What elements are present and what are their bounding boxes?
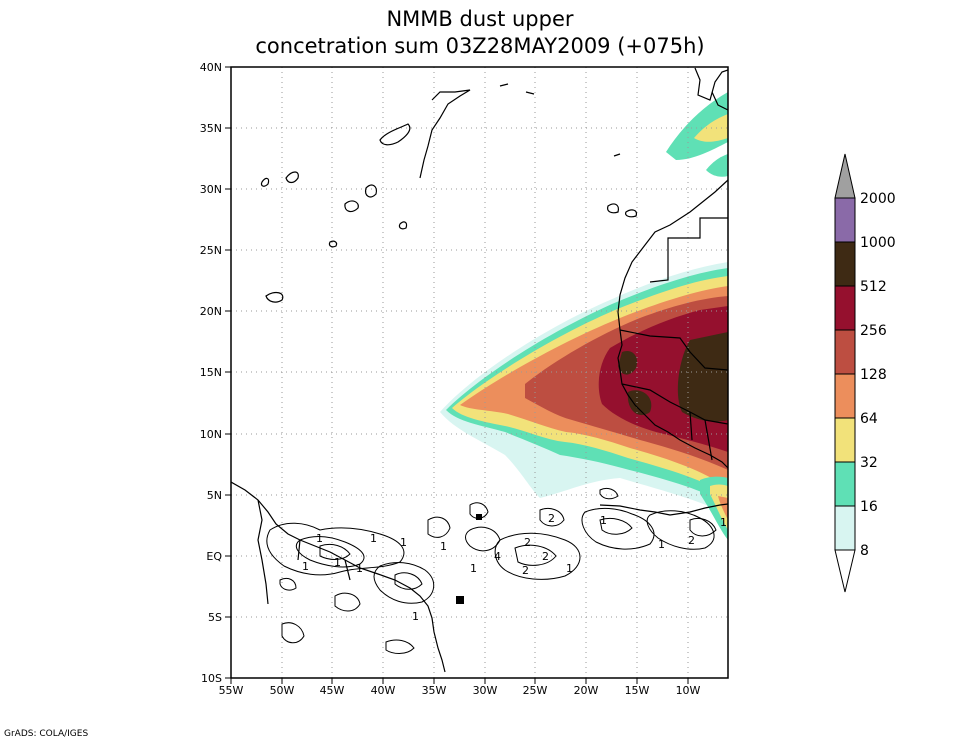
contour-label: 2 bbox=[688, 534, 695, 547]
lon-label: 35W bbox=[422, 684, 447, 697]
colorbar-top-arrow bbox=[834, 153, 856, 199]
map-title-line1: NMMB dust upper bbox=[386, 7, 573, 31]
lon-label: 50W bbox=[270, 684, 295, 697]
lon-label: 40W bbox=[371, 684, 396, 697]
lat-label: 30N bbox=[200, 183, 222, 196]
coastlines bbox=[231, 67, 728, 673]
colorbar-bin-1000 bbox=[834, 241, 856, 287]
lat-label: 40N bbox=[200, 61, 222, 74]
colorbar-label: 2000 bbox=[860, 191, 896, 207]
contour-value-labels: 1 1 1 1 1 2 2 2 4 1 1 1 2 1 1 1 2 1 1 bbox=[302, 512, 727, 623]
lat-label: 20N bbox=[200, 305, 222, 318]
colorbar-label: 128 bbox=[860, 367, 887, 383]
lat-label: EQ bbox=[206, 550, 222, 563]
contour-label: 1 bbox=[400, 536, 407, 549]
contour-label: 1 bbox=[566, 562, 573, 575]
colorbar-label: 256 bbox=[860, 323, 887, 339]
colorbar-bottom-arrow bbox=[834, 549, 856, 593]
contour-label: 1 bbox=[302, 560, 309, 573]
contour-label: 1 bbox=[356, 562, 363, 575]
dust-shading bbox=[440, 92, 728, 540]
map-grid bbox=[231, 67, 728, 678]
axis-ticks bbox=[225, 66, 689, 684]
contour-label: 2 bbox=[542, 550, 549, 563]
colorbar-bin-32 bbox=[834, 461, 856, 507]
contour-label: 1 bbox=[600, 514, 607, 527]
contour-label: 1 bbox=[370, 532, 377, 545]
marker-square bbox=[456, 596, 464, 604]
contour-label: 1 bbox=[440, 540, 447, 553]
lon-label: 30W bbox=[473, 684, 498, 697]
lon-label: 10W bbox=[676, 684, 701, 697]
latitude-labels: 40N 35N 30N 25N 20N 15N 10N 5N EQ 5S 10S bbox=[200, 61, 223, 685]
dust-band-512 bbox=[677, 332, 728, 422]
colorbar-bin-128 bbox=[834, 373, 856, 419]
contour-label: 4 bbox=[494, 550, 501, 563]
contour-label: 1 bbox=[334, 556, 341, 569]
colorbar-bin-2000 bbox=[834, 197, 856, 243]
colorbar-label: 1000 bbox=[860, 235, 896, 251]
marker-square bbox=[476, 514, 482, 520]
grads-credit: GrADS: COLA/IGES bbox=[4, 729, 88, 739]
lon-label: 20W bbox=[574, 684, 599, 697]
contour-label: 1 bbox=[316, 532, 323, 545]
lon-label: 15W bbox=[625, 684, 650, 697]
contour-label: 1 bbox=[720, 516, 727, 529]
contour-label: 2 bbox=[524, 536, 531, 549]
contour-lines bbox=[266, 487, 717, 654]
lat-label: 5N bbox=[207, 489, 222, 502]
dust-streak-north bbox=[666, 92, 728, 160]
lon-label: 55W bbox=[219, 684, 244, 697]
colorbar-bin-512 bbox=[834, 285, 856, 331]
lon-label: 45W bbox=[320, 684, 345, 697]
colorbar-label: 16 bbox=[860, 499, 878, 515]
colorbar: 2000 1000 512 256 128 64 32 16 8 bbox=[834, 153, 896, 593]
contour-label: 1 bbox=[412, 610, 419, 623]
lat-label: 15N bbox=[200, 366, 222, 379]
colorbar-label: 512 bbox=[860, 279, 887, 295]
map-title-line2: concetration sum 03Z28MAY2009 (+075h) bbox=[255, 34, 704, 58]
lat-label: 10S bbox=[201, 672, 222, 685]
contour-label: 2 bbox=[522, 564, 529, 577]
longitude-labels: 55W 50W 45W 40W 35W 30W 25W 20W 15W 10W bbox=[219, 684, 701, 697]
colorbar-bin-256 bbox=[834, 329, 856, 375]
lon-label: 25W bbox=[523, 684, 548, 697]
colorbar-label: 8 bbox=[860, 543, 869, 559]
lat-label: 5S bbox=[208, 611, 222, 624]
contour-label: 1 bbox=[658, 538, 665, 551]
lat-label: 35N bbox=[200, 122, 222, 135]
colorbar-bin-16 bbox=[834, 505, 856, 551]
colorbar-label: 32 bbox=[860, 455, 878, 471]
lat-label: 10N bbox=[200, 428, 222, 441]
colorbar-label: 64 bbox=[860, 411, 878, 427]
colorbar-bin-64 bbox=[834, 417, 856, 463]
contour-label: 2 bbox=[548, 512, 555, 525]
lat-label: 25N bbox=[200, 244, 222, 257]
contour-label: 1 bbox=[470, 562, 477, 575]
